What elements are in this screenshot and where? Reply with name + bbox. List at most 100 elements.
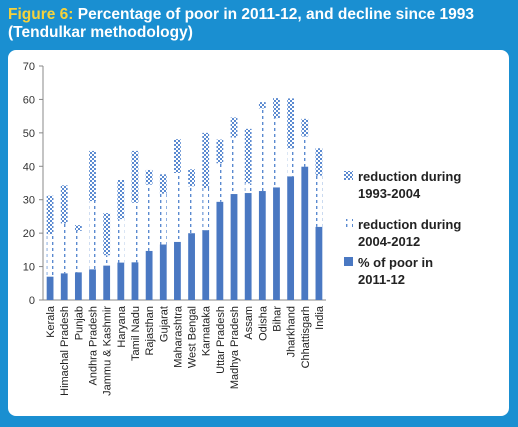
x-tick-label: Jharkhand [286,306,298,357]
x-tick-label: Karnataka [201,305,213,356]
x-tick-label: Chhattisgarh [300,306,312,368]
bar-segment [174,241,181,300]
bar-segment [273,98,280,119]
x-tick-label: Gujarat [158,306,170,342]
y-tick-label: 40 [23,161,35,173]
y-tick-label: 0 [29,295,35,307]
bar-segment [258,108,266,192]
bar-segment [301,166,309,300]
bar-segment [46,195,54,235]
bar-segment [188,233,195,300]
bar-segment [287,176,295,300]
bar-segment [174,172,181,242]
legend-swatch [344,219,353,228]
x-tick-label: Assam [243,306,255,340]
bar-segment [74,272,82,300]
bar-segment [46,276,54,300]
bar-segment [145,184,153,251]
bar-segment [258,102,266,109]
bar-segment [273,118,280,188]
bar-segment [89,269,96,300]
x-tick-label: Maharashtra [172,305,184,368]
bar-segment [315,148,323,176]
legend-label: % of poor in [358,255,433,270]
chart-svg: 0 10 20 30 40 50 60 70 Kerala Himachal Pradesh Pun… [23,61,462,396]
x-tick-label: Madhya Pradesh [229,306,241,389]
bar-segment [287,148,295,177]
bar-segment [216,139,224,164]
bar-segment [145,250,153,300]
legend-swatch [344,257,353,266]
bar-segment [188,169,195,187]
bar-segment [74,230,82,273]
x-tick-label: Rajasthan [144,306,156,356]
bar-segment [60,185,68,224]
x-tick-label: Punjab [73,306,85,340]
bar-segment [244,183,252,194]
figure-title: Figure 6: Percentage of poor in 2011-12,… [8,6,508,42]
x-tick-label: Tamil Nadu [130,306,142,361]
bar-segment [244,128,252,184]
bar-segment [89,150,96,202]
bar-segment [117,219,125,263]
legend-label: reduction during [358,217,461,232]
bar-segment [216,201,224,300]
y-tick-label: 30 [23,195,35,207]
bar-segment [216,163,224,202]
bar-segment [103,255,111,266]
bar-segment [230,194,238,300]
y-tick-label: 70 [23,61,35,73]
bar-segment [230,137,238,195]
x-tick-label: Odisha [257,305,269,341]
x-tick-label: India [314,305,326,330]
bar-segment [89,201,96,270]
legend-label: 1993-2004 [358,186,421,201]
x-tick-label: Uttar Pradesh [215,306,227,374]
bar-segment [60,273,68,300]
bar-segment [103,213,111,256]
y-tick-label: 60 [23,94,35,106]
bar-segment [301,136,309,167]
bar-segment [287,98,295,149]
bar-segment [103,265,111,300]
chart-panel: 0 10 20 30 40 50 60 70 Kerala Himachal Pradesh Pun… [8,50,509,416]
bar-segment [315,226,323,300]
bar-segment [301,118,309,137]
x-tick-label: Andhra Pradesh [88,306,100,386]
x-tick-label: Kerala [45,305,57,338]
bar-segment [202,188,210,231]
bar-segment [131,150,139,203]
bar-segment [145,169,153,185]
bar-segment [258,191,266,300]
bar-segment [315,175,323,227]
legend-swatch [344,171,353,180]
bar-segment [202,230,210,300]
x-tick-label: Haryana [116,305,128,347]
bar-segment [117,262,125,300]
legend-label: 2011-12 [358,272,405,287]
x-tick-label: Jammu & Kashmir [102,306,114,396]
title-line-1: Percentage of poor in 2011-12, and decli… [73,6,475,23]
y-tick-label: 10 [23,262,35,274]
bar-segment [174,139,181,173]
bar-segment [202,132,210,189]
bar-segment [159,244,167,300]
legend-label: 2004-2012 [358,234,420,249]
bar-segment [230,117,238,138]
bar-segment [159,193,167,245]
y-tick-label: 20 [23,228,35,240]
bar-segment [60,223,68,274]
title-line-2: (Tendulkar methodology) [8,24,193,41]
bar-segment [131,202,139,263]
bar-segment [131,262,139,300]
legend-label: reduction during [358,169,461,184]
x-tick-label: Himachal Pradesh [59,306,71,396]
bar-segment [46,234,54,277]
bar-segment [159,174,167,194]
y-tick-label: 50 [23,128,35,140]
bar-segment [244,193,252,300]
bar-segment [188,186,195,234]
bar-segment [117,179,125,220]
bar-segment [273,187,280,300]
